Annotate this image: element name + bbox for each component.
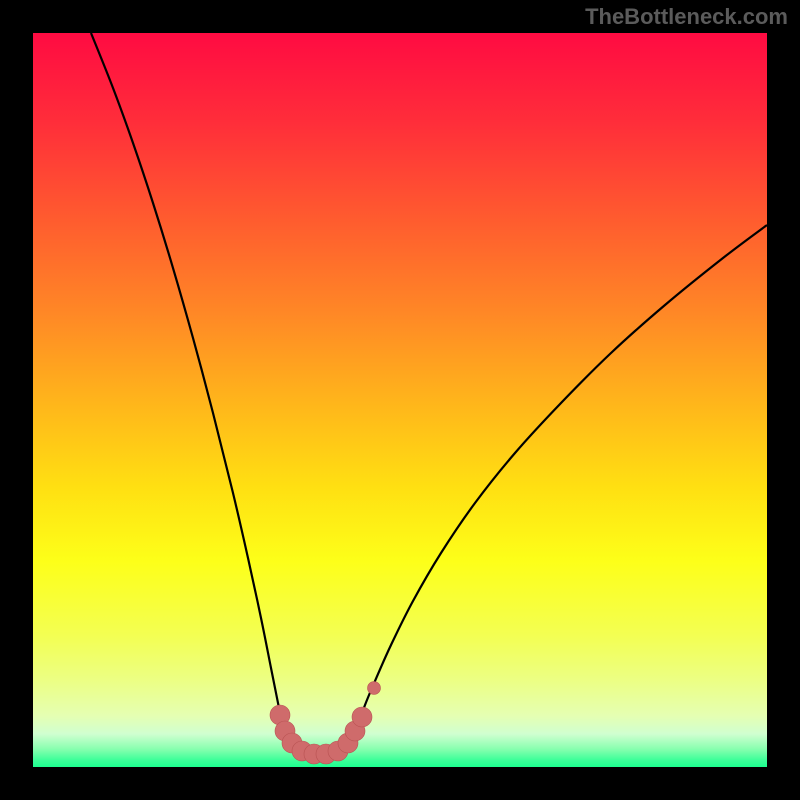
- marker-dot: [352, 707, 372, 727]
- right-curve: [360, 225, 767, 720]
- marker-dot: [368, 682, 381, 695]
- chart-container: TheBottleneck.com: [0, 0, 800, 800]
- bottleneck-curve: [33, 33, 767, 767]
- curve-markers: [270, 682, 381, 765]
- left-curve: [91, 33, 282, 723]
- plot-area: [33, 33, 767, 767]
- watermark-text: TheBottleneck.com: [585, 4, 788, 30]
